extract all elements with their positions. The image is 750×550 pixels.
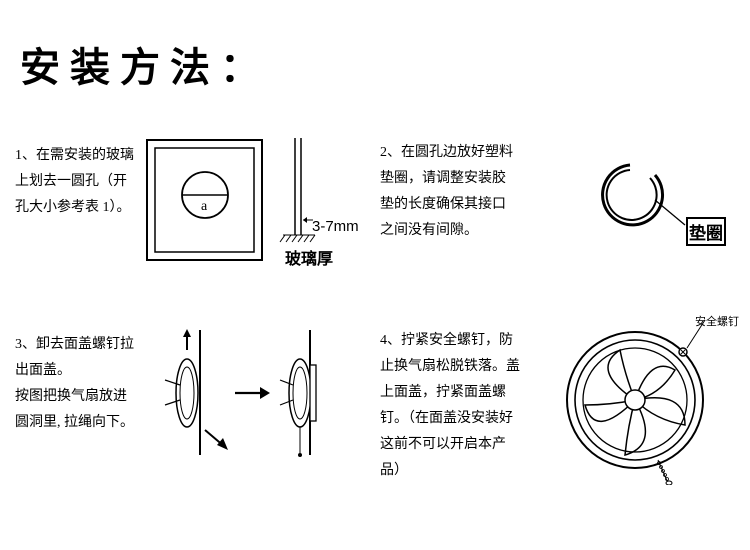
label-glass-mm: 3-7mm: [312, 218, 359, 235]
step-4-text: 4、拧紧安全螺钉，防止换气扇松脱铁落。盖上面盖，拧紧面盖螺钉。（在面盖没安装好这…: [380, 328, 520, 484]
page-title: 安装方法：: [20, 35, 270, 93]
step-3b: 按图把换气扇放进圆洞里, 拉绳向下。: [15, 389, 134, 430]
label-gasket: 垫圈: [686, 217, 726, 246]
step-3a: 3、卸去面盖螺钉拉出面盖。: [15, 337, 134, 378]
label-glass-thickness: 玻璃厚: [285, 245, 333, 269]
diagram-step-3: [145, 325, 365, 465]
diagram-step-4: [540, 315, 730, 485]
label-safety-screw: 安全螺钉: [695, 313, 739, 329]
step-1-text: 1、在需安装的玻璃上划去一圆孔（开孔大小参考表 1）。: [15, 143, 135, 221]
step-3-text: 3、卸去面盖螺钉拉出面盖。 按图把换气扇放进圆洞里, 拉绳向下。: [15, 332, 135, 436]
hole-letter-a: a: [201, 199, 208, 214]
step-2-text: 2、在圆孔边放好塑料垫圈，请调整安装胶垫的长度确保其接口之间没有间隙。: [380, 140, 515, 244]
